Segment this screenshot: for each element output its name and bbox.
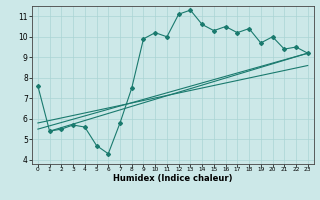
- X-axis label: Humidex (Indice chaleur): Humidex (Indice chaleur): [113, 174, 233, 183]
